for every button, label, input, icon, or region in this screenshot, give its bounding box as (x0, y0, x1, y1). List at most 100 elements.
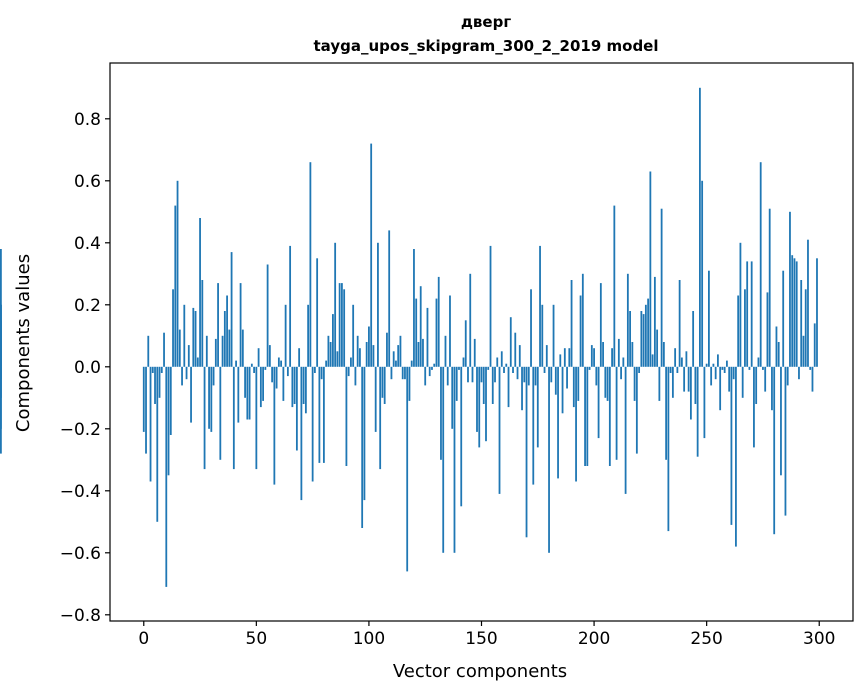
bar (685, 351, 688, 367)
bar (563, 348, 566, 367)
bar (156, 366, 159, 522)
bar (712, 363, 715, 367)
bar (593, 348, 595, 367)
bar (683, 366, 686, 392)
bar (174, 205, 177, 367)
bar (473, 338, 476, 367)
bar (356, 335, 359, 367)
y-tick-label: 0.4 (74, 234, 101, 254)
bar (212, 366, 215, 386)
bar (433, 363, 436, 367)
bar (669, 366, 672, 373)
bar (426, 307, 429, 367)
bar (408, 366, 411, 401)
bar (626, 273, 629, 367)
bar (613, 205, 616, 367)
bar (764, 366, 767, 392)
bar (534, 366, 537, 386)
bar-series (0, 87, 818, 587)
bar (241, 329, 244, 367)
bar (674, 348, 677, 367)
bar (525, 366, 528, 538)
bar (665, 366, 668, 460)
bar (230, 252, 233, 367)
bar (530, 289, 532, 367)
bar (651, 354, 654, 367)
bar (726, 360, 728, 367)
bar (647, 298, 650, 367)
bar (588, 366, 591, 370)
bar (311, 366, 314, 482)
x-tick-label: 100 (353, 629, 385, 649)
bar (676, 366, 679, 373)
bar (255, 366, 258, 470)
bar (478, 366, 481, 448)
bar (235, 360, 237, 367)
bar (737, 295, 740, 367)
bar (584, 366, 586, 466)
bar (347, 366, 350, 377)
bar (298, 348, 301, 367)
bar (545, 345, 548, 367)
bar (410, 360, 413, 367)
bar (372, 345, 375, 367)
bar (521, 366, 523, 411)
bar (798, 366, 800, 380)
bar (196, 357, 199, 367)
bar (766, 292, 769, 367)
bar (268, 345, 271, 367)
bar (370, 143, 373, 367)
bar (167, 366, 170, 476)
bar (250, 363, 253, 367)
bar (302, 366, 305, 404)
y-tick-label: 0.2 (74, 296, 101, 316)
bar (608, 366, 611, 466)
bar (575, 366, 577, 482)
bar (163, 332, 165, 367)
bar (710, 366, 713, 386)
bar (552, 304, 555, 367)
bar (406, 366, 409, 572)
bar (723, 366, 726, 373)
bar (435, 298, 438, 367)
bar (732, 366, 735, 380)
bar (523, 366, 526, 383)
bar (178, 329, 181, 367)
bar (656, 329, 659, 367)
bar (777, 342, 780, 367)
bar (187, 345, 190, 367)
bar (437, 276, 440, 367)
bar (322, 366, 325, 463)
bar (176, 180, 179, 367)
bar (226, 295, 228, 367)
bar (199, 218, 201, 367)
bar (219, 366, 222, 460)
bar (228, 329, 231, 367)
bar (635, 366, 638, 454)
x-axis-label: Vector components (393, 661, 567, 682)
bar (719, 366, 722, 411)
bar (151, 366, 154, 373)
bar (784, 366, 787, 516)
bar (273, 366, 276, 485)
bar (327, 335, 330, 367)
bar (516, 366, 519, 380)
bar (617, 338, 620, 367)
bar (271, 366, 274, 383)
bar (244, 366, 246, 398)
x-tick-label: 150 (465, 629, 497, 649)
y-tick-label: 0.0 (74, 358, 101, 378)
bar (289, 245, 292, 367)
bar (471, 366, 474, 383)
bar (579, 295, 582, 367)
x-tick-label: 300 (803, 629, 835, 649)
bar (397, 345, 400, 367)
x-tick-label: 200 (578, 629, 610, 649)
bar (377, 242, 379, 367)
bar (192, 307, 195, 367)
bar (354, 366, 357, 386)
bar (280, 360, 283, 367)
bar (629, 311, 631, 367)
bar (762, 366, 764, 370)
bar (341, 283, 343, 367)
